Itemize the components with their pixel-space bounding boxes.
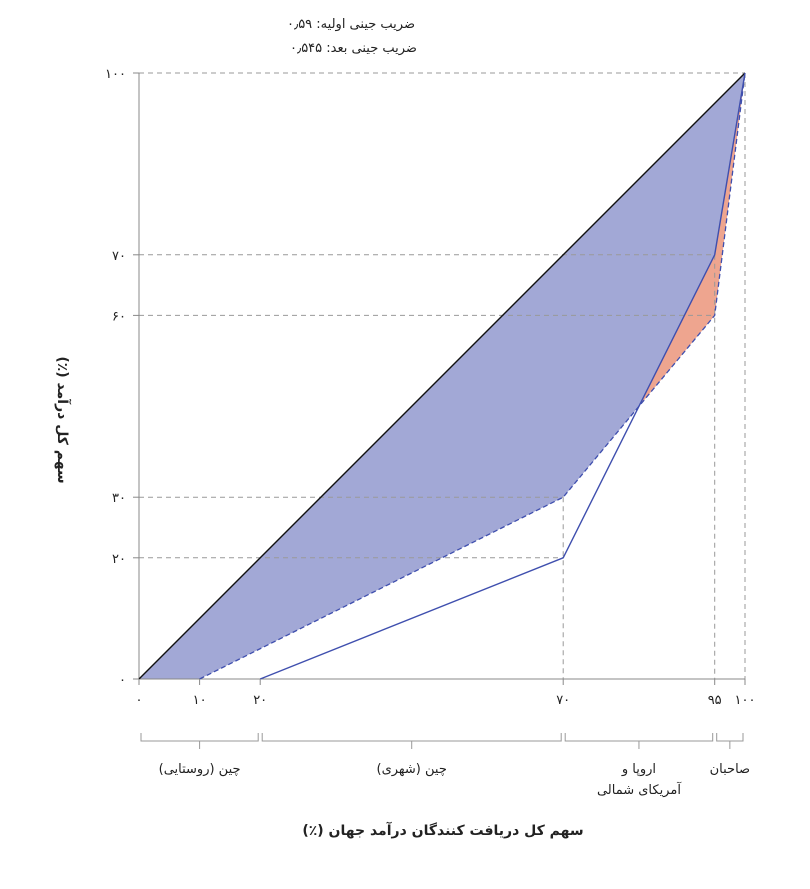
line-equality <box>138 72 746 680</box>
axes <box>138 73 745 680</box>
group-bracket <box>564 733 714 742</box>
group-label: صاحبان <box>710 762 750 777</box>
region-groups: چین (روستایی) چین (شهری) اروپا و آمریکای شم… <box>140 733 750 798</box>
group-bracket <box>261 733 562 742</box>
reference-lines <box>139 72 746 679</box>
series-lines <box>138 72 746 680</box>
gini-initial-annotation: ضریب جینی اولیه: ۰٫۵۹ <box>287 17 415 32</box>
x-axis-title: سهم کل دریافت کنندگان درآمد جهان (٪) <box>302 821 583 839</box>
gini-after-annotation: ضریب جینی بعد: ۰٫۵۴۵ <box>290 41 417 56</box>
y-tick-label: ۰ <box>119 673 126 688</box>
group-label: اروپا و <box>621 762 656 777</box>
y-tick-label: ۱۰۰ <box>105 67 126 82</box>
y-tick-label: ۶۰ <box>112 309 126 324</box>
fill-dashed-below-solid <box>638 73 745 407</box>
line-initial-solid <box>259 72 746 680</box>
y-tick-label: ۳۰ <box>112 491 126 506</box>
x-tick-label: ۹۵ <box>708 693 722 708</box>
x-tick-label: ۱۰ <box>193 693 207 708</box>
x-tick-label: ۲۰ <box>253 693 267 708</box>
group-bracket <box>716 733 744 742</box>
group-label: چین (روستایی) <box>159 762 241 777</box>
y-axis-title: سهم کل درآمد (٪) <box>54 356 72 483</box>
tick-labels: ۰ ۱۰ ۲۰ ۷۰ ۹۵ ۱۰۰ ۰ ۲۰ ۳۰ ۶۰ ۷۰ ۱۰۰ <box>105 67 755 708</box>
y-tick-label: ۲۰ <box>112 552 126 567</box>
group-bracket <box>140 733 259 742</box>
group-label: آمریکای شمالی <box>597 781 682 798</box>
x-tick-label: ۷۰ <box>556 693 570 708</box>
group-label: چین (شهری) <box>377 762 447 777</box>
x-tick-label: ۱۰۰ <box>735 693 756 708</box>
y-tick-label: ۷۰ <box>112 249 126 264</box>
x-tick-label: ۰ <box>136 693 143 708</box>
